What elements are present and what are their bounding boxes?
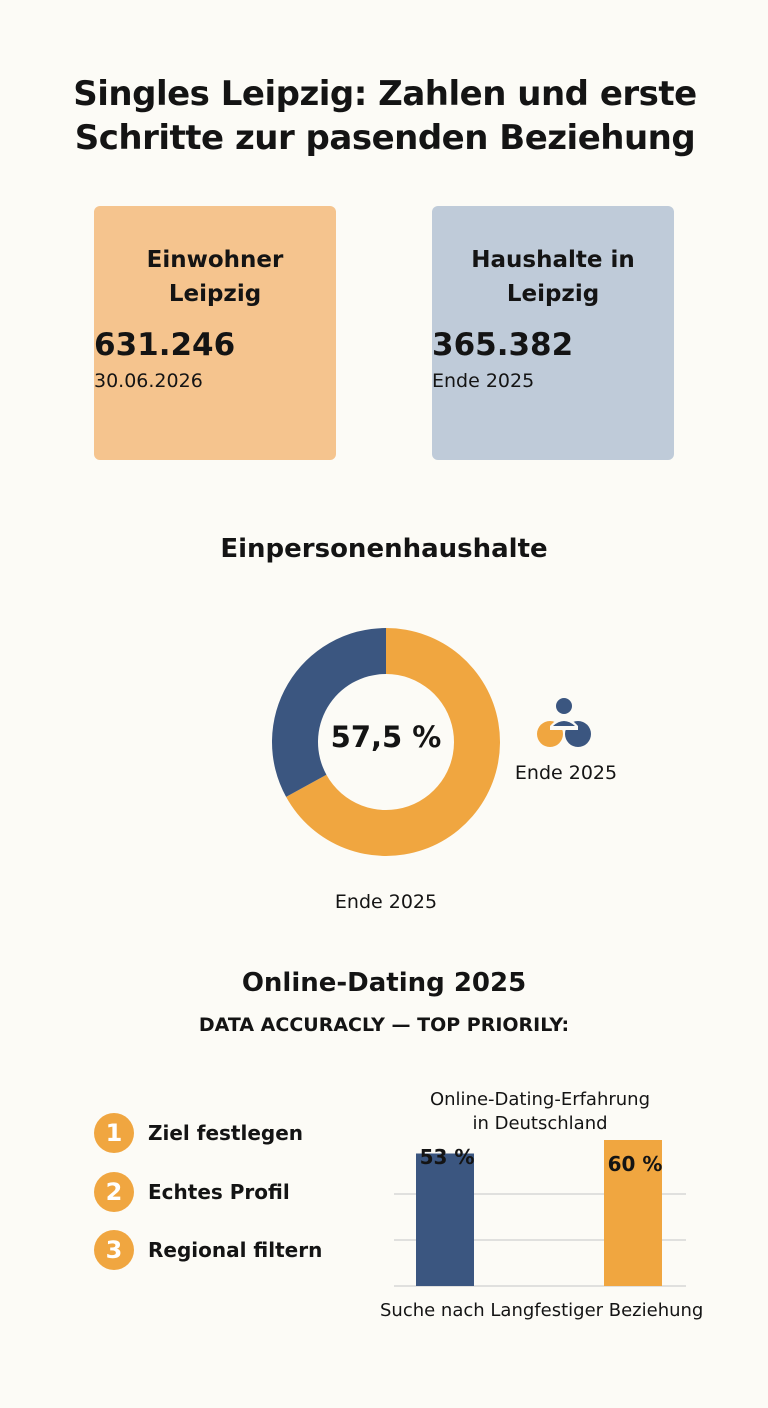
card-date: 30.06.2026 — [94, 370, 203, 392]
card-date: Ende 2025 — [432, 370, 535, 392]
bar-1 — [604, 1140, 662, 1286]
donut-center-label: 57,5 % — [330, 720, 442, 754]
bar-value-label: 53 % — [419, 1145, 475, 1169]
online-dating-subtitle: DATA ACCURACLY — TOP PRIORILY: — [198, 1014, 570, 1036]
bar-chart-title: Online-Dating-Erfahrung in Deutschland — [429, 1089, 651, 1134]
step-item: 2 Echtes Profil — [94, 1172, 290, 1212]
donut-chart — [272, 628, 500, 856]
step-number: 2 — [94, 1172, 134, 1212]
bar-0 — [416, 1153, 474, 1286]
icon-caption: Ende 2025 — [514, 762, 618, 784]
card-label: Einwohner Leipzig — [146, 247, 284, 307]
card-haushalte: Haushalte in Leipzig — [432, 206, 674, 460]
step-item: 1 Ziel festlegen — [94, 1113, 303, 1153]
bar-chart — [394, 1140, 686, 1287]
step-label: Ziel festlegen — [148, 1121, 304, 1145]
step-number: 1 — [94, 1113, 134, 1153]
step-label: Regional filtern — [148, 1238, 323, 1262]
people-icon — [537, 698, 591, 747]
donut-slice-0 — [286, 628, 500, 856]
bar-value-label: 60 % — [607, 1152, 663, 1176]
step-label: Echtes Profil — [148, 1180, 290, 1204]
bar-chart-xlabel: Suche nach Langfestiger Beziehung — [380, 1300, 704, 1321]
step-number: 3 — [94, 1230, 134, 1270]
card-label: Haushalte in Leipzig — [471, 247, 635, 307]
donut-title: Einpersonenhaushalte — [220, 534, 548, 564]
card-value: 631.246 — [94, 327, 236, 363]
card-einwohner: Einwohner Leipzig — [94, 206, 336, 460]
page-title: Singles Leipzig: Zahlen und erste Schrit… — [73, 74, 697, 158]
donut-caption: Ende 2025 — [334, 891, 438, 913]
online-dating-title: Online-Dating 2025 — [241, 968, 527, 998]
donut-slice-1 — [272, 628, 386, 797]
step-item: 3 Regional filtern — [94, 1230, 322, 1270]
card-value: 365.382 — [432, 327, 574, 363]
